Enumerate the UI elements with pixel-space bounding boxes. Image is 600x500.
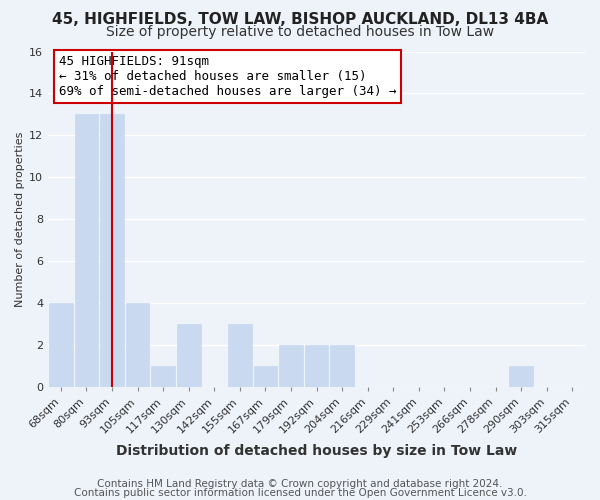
Bar [509,366,533,387]
Text: Size of property relative to detached houses in Tow Law: Size of property relative to detached ho… [106,25,494,39]
Bar [126,303,149,387]
Bar [254,366,277,387]
Bar [100,114,124,387]
Bar [75,114,98,387]
X-axis label: Distribution of detached houses by size in Tow Law: Distribution of detached houses by size … [116,444,517,458]
Text: Contains public sector information licensed under the Open Government Licence v3: Contains public sector information licen… [74,488,526,498]
Text: Contains HM Land Registry data © Crown copyright and database right 2024.: Contains HM Land Registry data © Crown c… [97,479,503,489]
Bar [279,345,303,387]
Y-axis label: Number of detached properties: Number of detached properties [15,132,25,307]
Bar [177,324,200,387]
Bar [228,324,251,387]
Text: 45, HIGHFIELDS, TOW LAW, BISHOP AUCKLAND, DL13 4BA: 45, HIGHFIELDS, TOW LAW, BISHOP AUCKLAND… [52,12,548,28]
Bar [305,345,328,387]
Bar [151,366,175,387]
Bar [331,345,354,387]
Bar [49,303,73,387]
Text: 45 HIGHFIELDS: 91sqm
← 31% of detached houses are smaller (15)
69% of semi-detac: 45 HIGHFIELDS: 91sqm ← 31% of detached h… [59,55,397,98]
